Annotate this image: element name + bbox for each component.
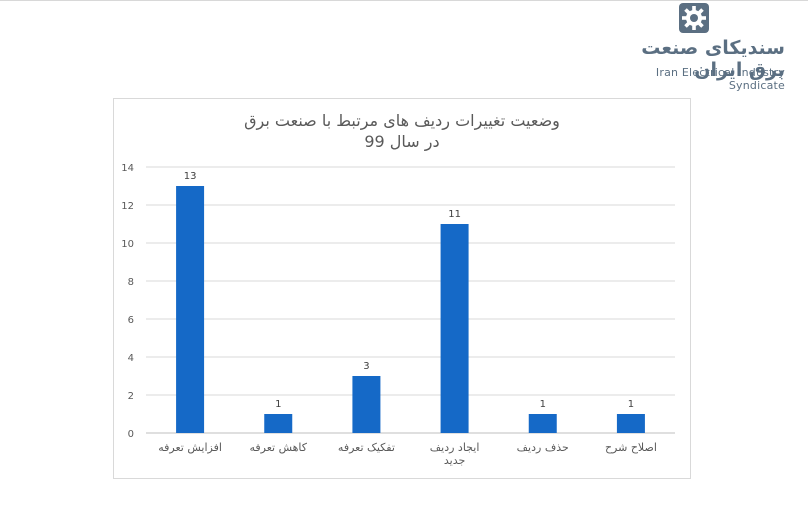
y-tick-label: 4 (128, 353, 134, 364)
x-tick-label: افزایش تعرفه (158, 441, 222, 454)
bar (176, 186, 205, 433)
data-label: 1 (275, 399, 281, 410)
bar (264, 414, 293, 433)
y-tick-label: 8 (128, 277, 134, 288)
top-divider (0, 0, 808, 1)
data-label: 3 (363, 361, 369, 372)
y-tick-label: 12 (121, 201, 134, 212)
chart-subtitle: در سال 99 (364, 132, 439, 152)
data-label: 1 (540, 399, 546, 410)
y-tick-label: 14 (121, 163, 134, 174)
x-tick-label: حذف ردیف (517, 441, 569, 454)
x-tick-label: تفکیک تعرفه (338, 441, 395, 454)
y-tick-label: 2 (128, 391, 134, 402)
bar-chart: وضعیت تغییرات ردیف های مرتبط با صنعت برق… (121, 111, 675, 467)
y-axis: 0 2 4 6 8 10 12 14 (121, 163, 134, 440)
data-label: 11 (448, 209, 461, 220)
logo-name-fa: سندیکای صنعت برق ایران (641, 37, 785, 81)
bar (528, 414, 557, 433)
y-tick-label: 6 (128, 315, 134, 326)
gridlines (146, 166, 675, 434)
bar (352, 376, 381, 433)
bars (176, 186, 645, 433)
syndicate-logo: سندیکای صنعت برق ایران Iran Electrical I… (600, 2, 790, 92)
y-tick-label: 0 (128, 429, 134, 440)
bar (616, 414, 645, 433)
x-tick-label: کاهش تعرفه (249, 441, 307, 454)
chart-title: وضعیت تغییرات ردیف های مرتبط با صنعت برق (244, 111, 560, 131)
data-label: 13 (184, 171, 197, 182)
gear-icon (679, 3, 709, 33)
x-tick-label: اصلاح شرح (605, 441, 657, 454)
y-tick-label: 10 (121, 239, 134, 250)
chart-area: وضعیت تغییرات ردیف های مرتبط با صنعت برق… (113, 98, 691, 479)
bar (440, 224, 469, 433)
logo-name-en: Iran Electrical Industry Syndicate (655, 66, 785, 92)
data-label: 1 (628, 399, 634, 410)
x-axis: افزایش تعرفه کاهش تعرفه تفکیک تعرفه ایجاد ر… (158, 441, 657, 467)
x-tick-label: ایجاد ردیف جدید (430, 441, 480, 467)
